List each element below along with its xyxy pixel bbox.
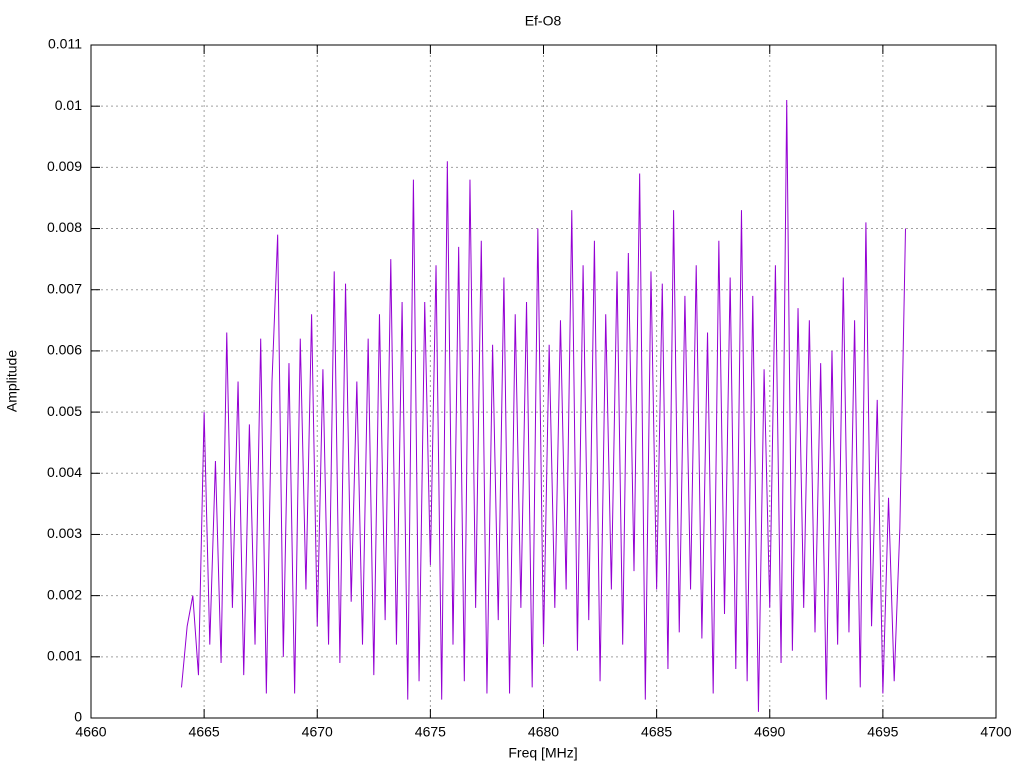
y-tick-label: 0.001 xyxy=(47,648,82,664)
y-tick-label: 0.011 xyxy=(48,36,82,52)
y-tick-label: 0.004 xyxy=(47,464,82,480)
y-tick-label: 0.005 xyxy=(47,403,82,419)
y-tick-label: 0.003 xyxy=(47,525,82,541)
x-tick-label: 4695 xyxy=(867,724,898,740)
x-axis-label: Freq [MHz] xyxy=(508,745,577,761)
x-tick-label: 4700 xyxy=(980,724,1011,740)
x-tick-label: 4665 xyxy=(189,724,220,740)
chart-title: Ef-O8 xyxy=(525,13,562,29)
y-tick-label: 0.002 xyxy=(47,586,82,602)
y-axis-label: Amplitude xyxy=(4,350,20,412)
plot-frame xyxy=(90,44,997,719)
x-tick-label: 4680 xyxy=(528,724,559,740)
signal-line xyxy=(181,100,906,712)
y-tick-label: 0.01 xyxy=(55,97,82,113)
y-tick-label: 0 xyxy=(74,709,82,725)
x-tick-label: 4690 xyxy=(754,724,785,740)
x-tick-label: 4670 xyxy=(302,724,333,740)
x-tick-label: 4660 xyxy=(75,724,106,740)
x-tick-label: 4685 xyxy=(641,724,672,740)
y-tick-label: 0.007 xyxy=(47,280,82,296)
y-tick-label: 0.009 xyxy=(47,158,82,174)
y-tick-label: 0.008 xyxy=(47,219,82,235)
y-tick-label: 0.006 xyxy=(47,342,82,358)
x-tick-label: 4675 xyxy=(415,724,446,740)
